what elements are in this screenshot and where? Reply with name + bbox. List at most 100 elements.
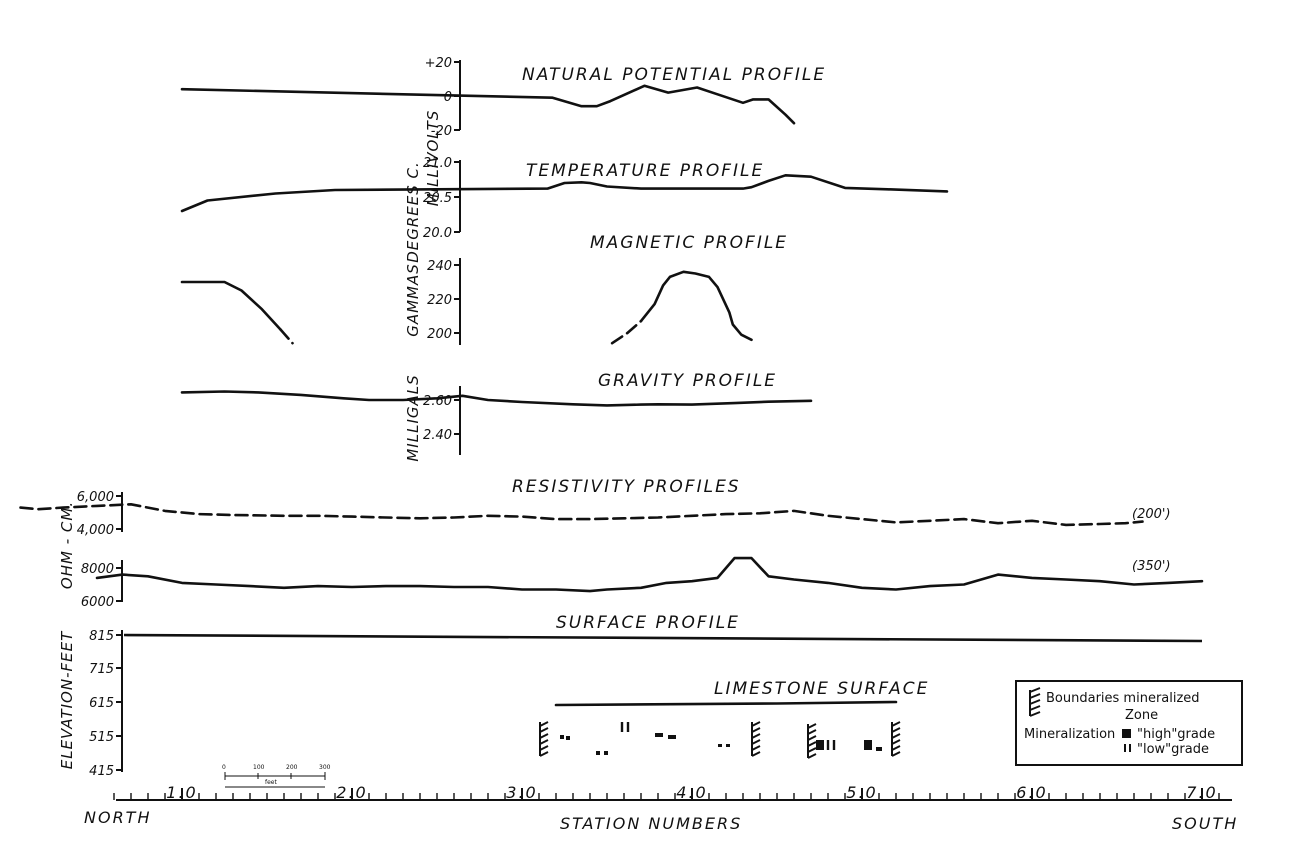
mg-tick-label: 220 bbox=[427, 293, 452, 308]
scale-label-100: 100 bbox=[253, 764, 265, 771]
limestone-surface-line bbox=[554, 700, 898, 707]
high-grade-mark bbox=[864, 740, 872, 750]
scale-label-300: 300 bbox=[319, 764, 331, 771]
resistivity-ylabel: OHM - CM. bbox=[58, 501, 76, 589]
natural-potential-ylabel: MILLIVOLTS bbox=[424, 110, 442, 207]
np-tick-label: 0 bbox=[444, 90, 452, 105]
scale-bar: 0 100 200 300 feet bbox=[222, 764, 331, 788]
station-numbers-label: STATION NUMBERS bbox=[560, 814, 742, 833]
sf-tick-label: 815 bbox=[89, 629, 114, 644]
sf-tick-label: 415 bbox=[89, 764, 114, 779]
magnetic-dashed-tail-1 bbox=[610, 319, 643, 345]
gravity-line bbox=[180, 390, 813, 407]
magnetic-title: MAGNETIC PROFILE bbox=[590, 233, 788, 253]
north-label: NORTH bbox=[84, 808, 151, 827]
rs-tick-label: 6000 bbox=[81, 595, 114, 610]
station-tick-label: 7.0 bbox=[1186, 783, 1217, 802]
natural-potential-line bbox=[180, 84, 796, 125]
tp-tick-label: 21.0 bbox=[423, 156, 452, 171]
magnetic-ylabel: GAMMAS bbox=[404, 263, 422, 337]
station-axis-ticks bbox=[113, 788, 1220, 800]
resistivity-200-label: (200') bbox=[1132, 507, 1171, 522]
magnetic-line-0 bbox=[180, 280, 282, 331]
gravity-title: GRAVITY PROFILE bbox=[598, 371, 777, 391]
natural-potential-title: NATURAL POTENTIAL PROFILE bbox=[522, 65, 826, 85]
temperature-line bbox=[180, 174, 949, 213]
gravity-series bbox=[180, 390, 813, 407]
sf-tick-label: 615 bbox=[89, 696, 114, 711]
ground-surface-line bbox=[123, 633, 1203, 643]
mg-tick-label: 240 bbox=[427, 259, 452, 274]
high-grade-mark bbox=[876, 747, 882, 751]
temperature-ylabel: DEGREES C. bbox=[404, 161, 422, 263]
resistivity-series bbox=[19, 502, 1204, 593]
np-tick-label: -20 bbox=[431, 124, 452, 139]
scale-label-0: 0 bbox=[222, 764, 226, 771]
high-grade-mark bbox=[816, 740, 824, 750]
resistivity-350-line bbox=[95, 556, 1204, 593]
high-grade-mark bbox=[718, 744, 722, 747]
resistivity-350-label: (350') bbox=[1132, 559, 1171, 574]
magnetic-panel: MAGNETIC PROFILE GAMMAS 240 220 200 bbox=[180, 233, 788, 345]
resistivity-panel: RESISTIVITY PROFILES OHM - CM. 6,000 4,00… bbox=[19, 477, 1204, 610]
surface-title: SURFACE PROFILE bbox=[556, 613, 740, 633]
high-grade-mark bbox=[668, 735, 676, 739]
sf-tick-label: 715 bbox=[89, 662, 114, 677]
high-grade-icon bbox=[1122, 729, 1131, 738]
station-tick-label: 2.0 bbox=[336, 783, 367, 802]
station-tick-label: 6.0 bbox=[1016, 783, 1047, 802]
resistivity-y-axis: 6,000 4,000 8000 6000 bbox=[77, 490, 123, 610]
magnetic-y-axis: 240 220 200 bbox=[427, 258, 461, 345]
rs-tick-label: 4,000 bbox=[77, 523, 114, 538]
high-grade-mark bbox=[596, 751, 600, 755]
surface-y-axis: 815 715 615 515 415 bbox=[89, 629, 123, 779]
rs-tick-label: 8000 bbox=[81, 562, 114, 577]
boundary-hatch-icon bbox=[1029, 687, 1041, 717]
limestone-surface-label: LIMESTONE SURFACE bbox=[714, 679, 929, 699]
scale-label-200: 200 bbox=[286, 764, 298, 771]
station-axis: 1.0 2.0 3.0 4.0 5.0 6.0 7.0 NORTH STATION NUMB… bbox=[84, 783, 1238, 833]
temperature-y-axis: 21.0 20.5 20.0 bbox=[423, 156, 461, 241]
zone-boundary-hatch bbox=[751, 721, 761, 757]
temperature-series bbox=[180, 174, 949, 213]
temperature-title: TEMPERATURE PROFILE bbox=[526, 161, 764, 181]
rs-tick-label: 6,000 bbox=[77, 490, 114, 505]
zone-boundary-hatch bbox=[807, 723, 817, 759]
legend-zone-text: Zone bbox=[1125, 708, 1158, 723]
south-label: SOUTH bbox=[1172, 814, 1238, 833]
station-tick-label: 1.0 bbox=[166, 783, 197, 802]
legend-box: Boundaries mineralized Zone Mineralizati… bbox=[1015, 680, 1243, 766]
zone-boundary-hatch bbox=[891, 721, 901, 757]
mg-tick-label: 200 bbox=[427, 327, 452, 342]
high-grade-mark bbox=[726, 744, 730, 747]
tp-tick-label: 20.0 bbox=[423, 226, 452, 241]
high-grade-mark bbox=[566, 736, 570, 740]
zone-boundary-hatch bbox=[539, 721, 549, 757]
natural-potential-y-axis: +20 0 -20 bbox=[425, 56, 461, 139]
sf-tick-label: 515 bbox=[89, 730, 114, 745]
high-grade-mark bbox=[560, 735, 564, 739]
high-grade-mark bbox=[655, 733, 663, 737]
resistivity-200-line bbox=[19, 502, 1144, 527]
magnetic-series bbox=[180, 270, 753, 345]
surface-ylabel: ELEVATION-FEET bbox=[58, 630, 76, 769]
high-grade-mark bbox=[604, 751, 608, 755]
legend-high-text: "high"grade bbox=[1137, 727, 1215, 742]
legend-mineralization-text: Mineralization bbox=[1024, 727, 1115, 742]
gr-tick-label: 2.40 bbox=[423, 428, 452, 443]
mineralization-marks bbox=[539, 721, 901, 759]
station-axis-labels: 1.0 2.0 3.0 4.0 5.0 6.0 7.0 bbox=[166, 783, 1217, 802]
natural-potential-panel: NATURAL POTENTIAL PROFILE MILLIVOLTS +20… bbox=[180, 56, 826, 207]
station-tick-label: 4.0 bbox=[676, 783, 707, 802]
gravity-panel: GRAVITY PROFILE MILLIGALS 2.602.40 bbox=[180, 371, 813, 462]
legend-boundary-text: Boundaries mineralized bbox=[1046, 691, 1200, 706]
natural-potential-series bbox=[180, 84, 796, 125]
low-grade-icon bbox=[1124, 744, 1131, 752]
scale-unit-label: feet bbox=[265, 779, 277, 786]
tp-tick-label: 20.5 bbox=[423, 191, 452, 206]
resistivity-title: RESISTIVITY PROFILES bbox=[512, 477, 741, 497]
station-tick-label: 5.0 bbox=[846, 783, 877, 802]
temperature-panel: TEMPERATURE PROFILE DEGREES C. 21.020.52… bbox=[180, 156, 949, 263]
magnetic-dashed-tail-0 bbox=[279, 328, 294, 345]
